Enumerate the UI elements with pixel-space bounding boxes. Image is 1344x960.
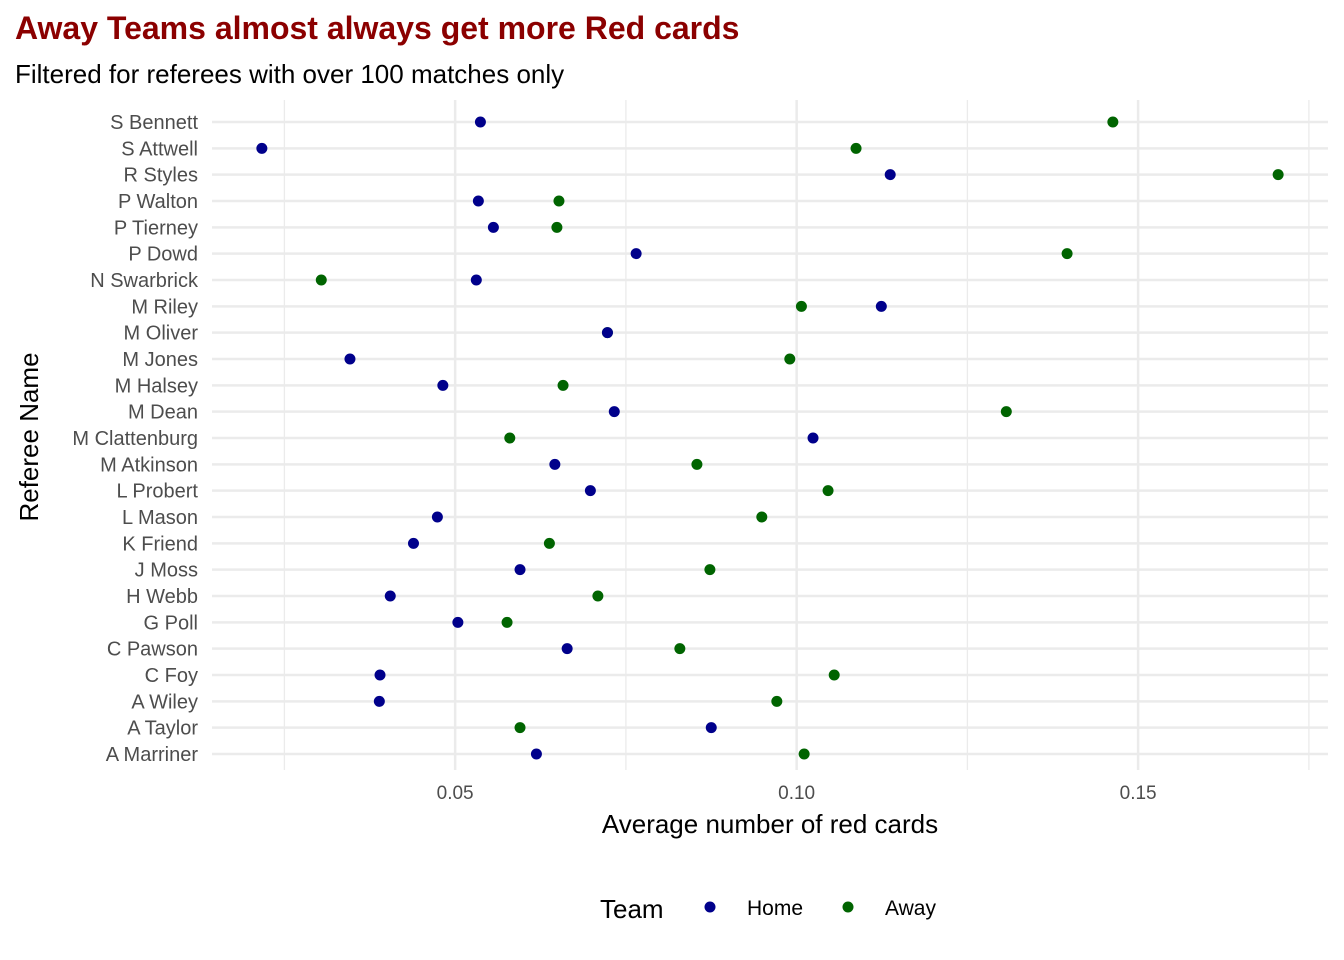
point-away xyxy=(795,300,807,312)
point-away xyxy=(674,643,686,655)
x-tick-label: 0.10 xyxy=(778,783,815,804)
y-tick-label: M Halsey xyxy=(115,375,198,397)
point-home xyxy=(431,511,443,523)
point-away xyxy=(1061,248,1073,260)
point-home xyxy=(807,432,819,444)
y-tick-label: K Friend xyxy=(122,533,198,555)
y-tick-label: A Marriner xyxy=(106,744,199,766)
legend-label-home: Home xyxy=(747,897,803,920)
point-away xyxy=(828,669,840,681)
point-home xyxy=(514,564,526,576)
y-tick-label: P Dowd xyxy=(128,244,198,266)
point-away xyxy=(504,432,516,444)
point-home xyxy=(584,485,596,497)
point-home xyxy=(608,406,620,418)
x-axis-label: Average number of red cards xyxy=(602,809,938,839)
x-tick-label: 0.15 xyxy=(1120,783,1157,804)
chart-subtitle: Filtered for referees with over 100 matc… xyxy=(15,59,565,89)
point-home xyxy=(487,221,499,233)
point-home xyxy=(437,379,449,391)
y-tick-label: P Tierney xyxy=(114,217,198,239)
point-away xyxy=(543,537,555,549)
point-away xyxy=(514,722,526,734)
point-away xyxy=(557,379,569,391)
y-tick-label: M Oliver xyxy=(124,323,199,345)
point-home xyxy=(384,590,396,602)
y-tick-label: A Taylor xyxy=(127,718,198,740)
point-away xyxy=(822,485,834,497)
point-home xyxy=(884,169,896,181)
x-tick-label: 0.05 xyxy=(437,783,474,804)
point-home xyxy=(344,353,356,365)
point-away xyxy=(315,274,327,286)
y-tick-label: R Styles xyxy=(124,165,198,187)
point-away xyxy=(551,221,563,233)
point-away xyxy=(501,616,513,628)
chart-title: Away Teams almost always get more Red ca… xyxy=(15,10,740,46)
y-tick-label: M Jones xyxy=(122,349,198,371)
point-away xyxy=(798,748,810,760)
point-away xyxy=(756,511,768,523)
point-home xyxy=(374,669,386,681)
legend-key-home xyxy=(704,901,716,913)
y-tick-label: L Mason xyxy=(122,507,198,529)
point-home xyxy=(472,195,484,207)
legend-key-away xyxy=(842,901,854,913)
point-home xyxy=(875,300,887,312)
y-tick-label: C Foy xyxy=(145,665,198,687)
point-home xyxy=(630,248,642,260)
y-tick-label: L Probert xyxy=(116,481,198,503)
y-tick-label: A Wiley xyxy=(131,691,198,713)
y-tick-label: M Riley xyxy=(131,296,198,318)
point-away xyxy=(553,195,565,207)
legend-label-away: Away xyxy=(885,897,936,920)
point-home xyxy=(470,274,482,286)
point-away xyxy=(704,564,716,576)
y-tick-label: S Attwell xyxy=(121,138,198,160)
point-away xyxy=(1107,116,1119,128)
legend-title: Team xyxy=(600,894,664,924)
point-home xyxy=(705,722,717,734)
point-away xyxy=(691,458,703,470)
y-tick-label: J Moss xyxy=(135,560,198,582)
point-home xyxy=(474,116,486,128)
point-home xyxy=(601,327,613,339)
point-home xyxy=(256,142,268,154)
point-home xyxy=(407,537,419,549)
point-home xyxy=(530,748,542,760)
y-tick-label: M Dean xyxy=(128,402,198,424)
y-tick-label: S Bennett xyxy=(110,112,198,134)
point-home xyxy=(561,643,573,655)
y-tick-label: G Poll xyxy=(144,612,198,634)
y-tick-label: M Atkinson xyxy=(100,454,198,476)
y-tick-label: C Pawson xyxy=(107,639,198,661)
point-home xyxy=(373,695,385,707)
point-home xyxy=(452,616,464,628)
point-away xyxy=(850,142,862,154)
point-away xyxy=(1000,406,1012,418)
point-away xyxy=(592,590,604,602)
point-away xyxy=(771,695,783,707)
y-tick-label: H Webb xyxy=(126,586,198,608)
y-tick-label: M Clattenburg xyxy=(72,428,198,450)
point-away xyxy=(784,353,796,365)
y-tick-label: N Swarbrick xyxy=(90,270,199,292)
y-axis-label: Referee Name xyxy=(14,352,44,521)
y-tick-label: P Walton xyxy=(118,191,198,213)
point-home xyxy=(549,458,561,470)
point-away xyxy=(1272,169,1284,181)
